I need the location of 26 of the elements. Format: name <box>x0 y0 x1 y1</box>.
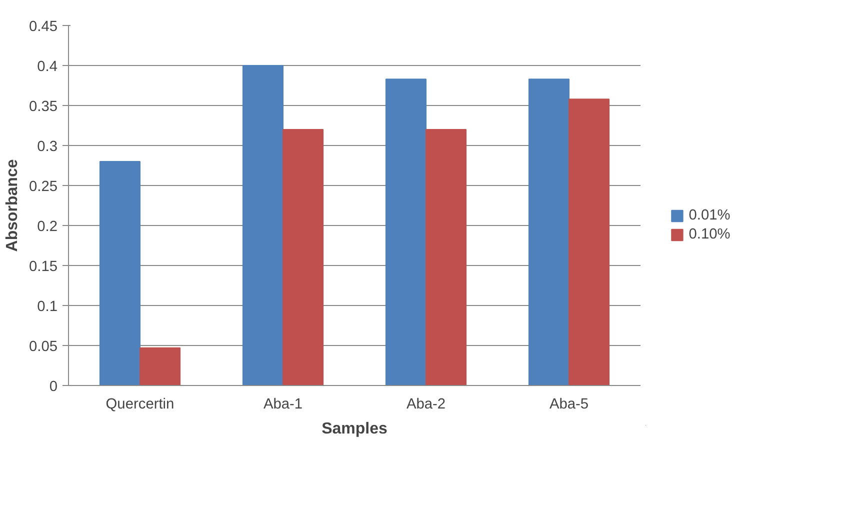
bar <box>140 347 181 386</box>
y-tick-label: 0.25 <box>28 179 58 195</box>
bar <box>426 129 467 386</box>
x-axis-title: Samples <box>322 420 388 438</box>
bar <box>282 129 324 386</box>
bar <box>385 78 426 386</box>
y-tick-label: 0.2 <box>37 219 58 235</box>
y-tick-label: 0 <box>49 379 58 395</box>
x-tick-label: Quercertin <box>106 396 174 412</box>
x-tick-label: Aba-5 <box>549 396 589 412</box>
bar <box>99 161 140 386</box>
y-tick-label: 0.3 <box>37 139 58 155</box>
legend-label: 0.10% <box>688 226 730 242</box>
bar <box>568 98 610 386</box>
y-axis-title: Absorbance <box>4 159 21 252</box>
y-tick-label: 0.05 <box>28 339 58 355</box>
x-tick-label: Aba-2 <box>406 396 446 412</box>
y-tick-label: 0.15 <box>28 259 58 275</box>
y-tick-label: 0.1 <box>37 299 58 315</box>
y-tick-label: 0.4 <box>37 59 58 75</box>
bar <box>242 65 284 386</box>
x-tick-label: Aba-1 <box>263 396 303 412</box>
legend-label: 0.01% <box>688 208 730 224</box>
bar <box>528 78 570 386</box>
y-tick-label: 0.45 <box>28 19 58 35</box>
y-tick-label: 0.35 <box>28 99 58 115</box>
